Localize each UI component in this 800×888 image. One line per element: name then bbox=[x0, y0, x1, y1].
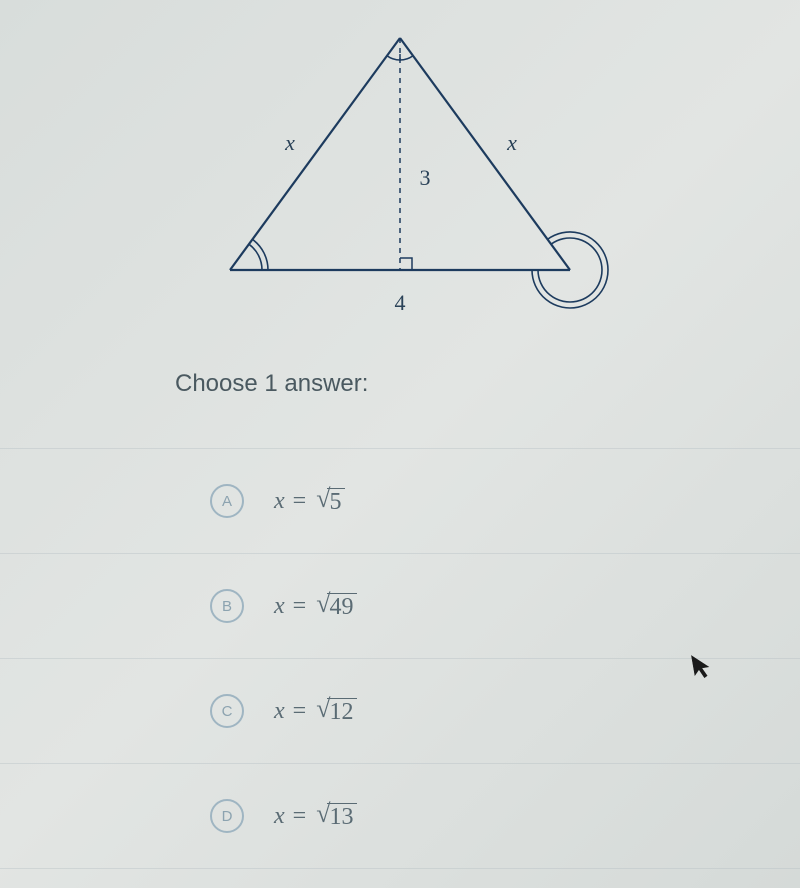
answer-option-b[interactable]: B x = √ 49 bbox=[0, 554, 800, 659]
answer-list: A x = √ 5 B x = √ 49 C bbox=[0, 448, 800, 869]
diagram-container: x x 3 4 bbox=[0, 20, 800, 340]
variable-label: x bbox=[274, 593, 285, 620]
answer-option-d[interactable]: D x = √ 13 bbox=[0, 764, 800, 869]
radicand-value: 12 bbox=[327, 698, 357, 726]
equals-sign: = bbox=[293, 803, 307, 830]
sqrt-expression: √ 12 bbox=[316, 696, 357, 726]
answer-equation: x = √ 12 bbox=[274, 696, 357, 726]
triangle-diagram: x x 3 4 bbox=[190, 20, 610, 340]
svg-text:x: x bbox=[506, 130, 517, 155]
answer-circle: B bbox=[210, 589, 244, 623]
answer-equation: x = √ 13 bbox=[274, 801, 357, 831]
sqrt-expression: √ 49 bbox=[316, 591, 357, 621]
equals-sign: = bbox=[293, 593, 307, 620]
prompt-text: Choose 1 answer: bbox=[175, 370, 800, 398]
equals-sign: = bbox=[293, 698, 307, 725]
answer-circle: C bbox=[210, 694, 244, 728]
variable-label: x bbox=[274, 698, 285, 725]
answer-option-a[interactable]: A x = √ 5 bbox=[0, 448, 800, 554]
svg-text:4: 4 bbox=[395, 290, 406, 315]
sqrt-expression: √ 13 bbox=[316, 801, 357, 831]
svg-text:3: 3 bbox=[420, 165, 431, 190]
answer-circle: A bbox=[210, 484, 244, 518]
radicand-value: 13 bbox=[327, 803, 357, 831]
answer-option-c[interactable]: C x = √ 12 bbox=[0, 659, 800, 764]
variable-label: x bbox=[274, 488, 285, 515]
sqrt-expression: √ 5 bbox=[316, 486, 345, 516]
answer-circle: D bbox=[210, 799, 244, 833]
radicand-value: 49 bbox=[327, 593, 357, 621]
content-wrapper: x x 3 4 Choose 1 answer: A x = √ 5 B x = √ … bbox=[0, 0, 800, 869]
radicand-value: 5 bbox=[327, 488, 345, 516]
answer-equation: x = √ 49 bbox=[274, 591, 357, 621]
answer-equation: x = √ 5 bbox=[274, 486, 345, 516]
variable-label: x bbox=[274, 803, 285, 830]
equals-sign: = bbox=[293, 488, 307, 515]
svg-text:x: x bbox=[284, 130, 295, 155]
